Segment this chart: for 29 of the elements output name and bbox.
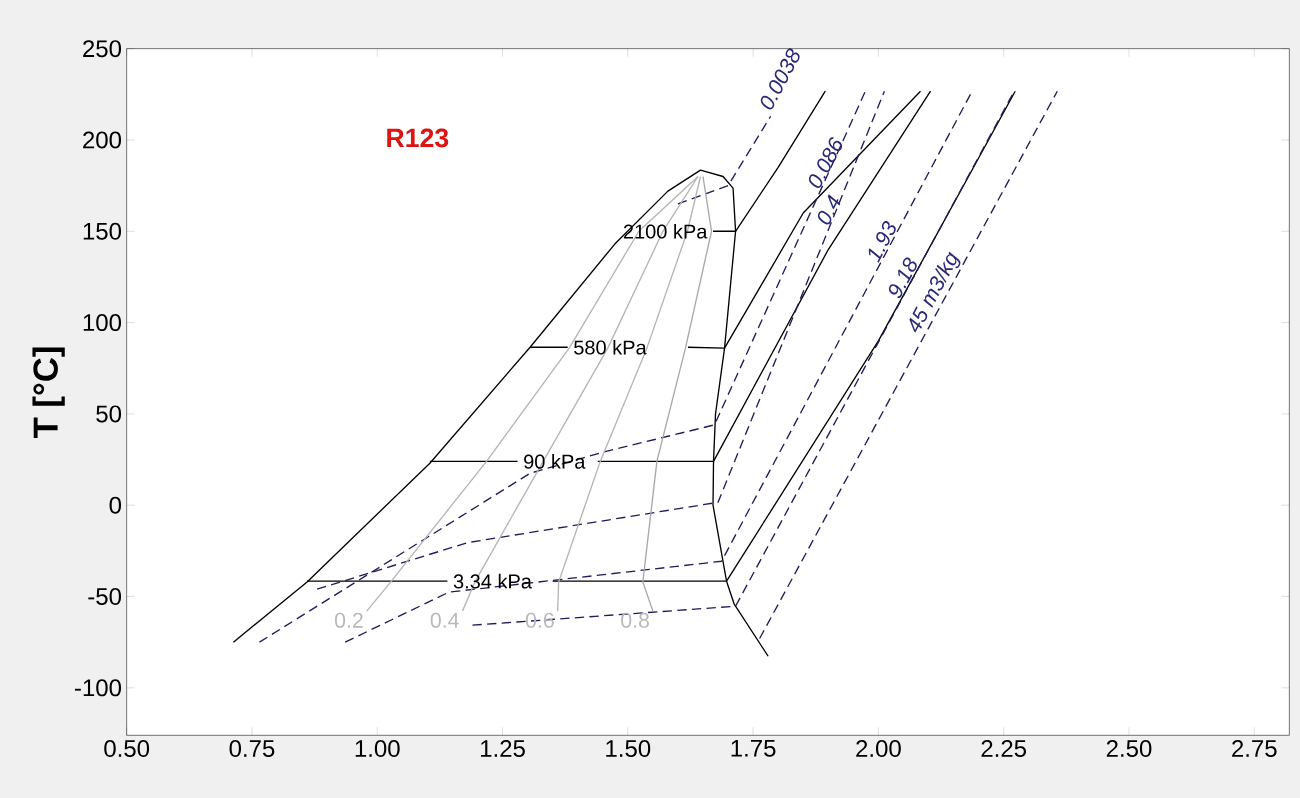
y-axis-title: T [°C] [32, 347, 65, 438]
x-tick-label: 1.50 [606, 740, 651, 758]
annotation: 0.4 [817, 194, 841, 225]
x-tick-label: 1.25 [481, 740, 525, 758]
annotation: 90 kPa [524, 454, 586, 469]
y-tick-label: 50 [96, 405, 122, 423]
annotation: 0.4 [430, 612, 459, 628]
y-tick-label: 100 [83, 314, 122, 332]
annotation: 3.34 kPa [453, 573, 532, 589]
x-tick-label: 2.25 [981, 740, 1027, 758]
y-tick-label: -50 [88, 588, 122, 606]
x-tick-label: 1.75 [731, 740, 776, 757]
y-tick-label: 250 [83, 40, 122, 58]
annotation: 0.2 [334, 612, 363, 628]
annotation: 0.8 [621, 612, 650, 628]
y-tick-label: 150 [83, 222, 122, 240]
annotation: 0.086 [808, 137, 843, 188]
y-tick-label: -100 [74, 679, 122, 697]
x-tick-label: 2.75 [1232, 740, 1277, 758]
x-tick-label: 0.50 [104, 740, 150, 758]
x-tick-label: 2.50 [1106, 740, 1152, 758]
annotation: 580 kPa [574, 339, 647, 355]
y-tick-label: 200 [83, 131, 122, 149]
x-tick-label: 2.00 [856, 740, 901, 758]
text: R123 [387, 128, 449, 148]
x-tick-label: 0.75 [229, 740, 275, 758]
annotation: 2100 kPa [623, 223, 708, 239]
y-tick-label: 0 [109, 496, 122, 514]
x-tick-label: 1.00 [355, 740, 400, 758]
